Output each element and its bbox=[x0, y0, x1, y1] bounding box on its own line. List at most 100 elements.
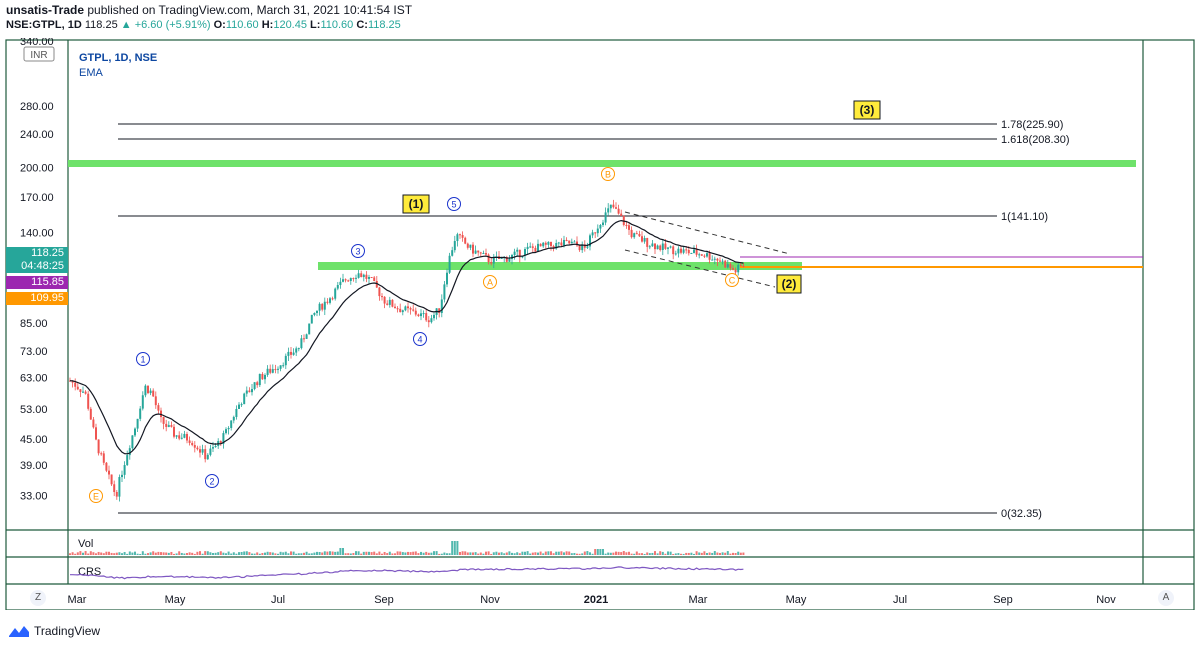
candle-body-78 bbox=[76, 386, 79, 390]
volume-bar-580 bbox=[578, 553, 581, 555]
volume-bar-145 bbox=[144, 553, 147, 555]
candle-body-561 bbox=[560, 242, 563, 246]
candle-body-366 bbox=[365, 274, 368, 279]
volume-bar-663 bbox=[661, 551, 664, 555]
chart-canvas[interactable]: INR GTPL, 1D, NSE EMA 340.00 280.00 240.00… bbox=[0, 38, 1200, 610]
candle-body-434 bbox=[433, 314, 435, 319]
candle-body-130 bbox=[128, 448, 131, 456]
candle-body-184 bbox=[183, 433, 186, 438]
candle-body-239 bbox=[238, 404, 240, 409]
channel-lower-line[interactable] bbox=[624, 249, 776, 288]
volume-bar-447 bbox=[446, 553, 448, 555]
candle-body-613 bbox=[612, 204, 615, 208]
candle-body-535 bbox=[534, 247, 537, 252]
candle-body-424 bbox=[422, 313, 425, 315]
candle-body-73 bbox=[71, 380, 74, 383]
candle-body-398 bbox=[396, 308, 399, 310]
candle-body-710 bbox=[708, 253, 711, 260]
candle-body-491 bbox=[490, 262, 493, 264]
open-value: 110.60 bbox=[225, 19, 259, 31]
bar-countdown: 04:48:25 bbox=[21, 260, 64, 272]
volume-bar-78 bbox=[76, 552, 79, 555]
volume-bar-221 bbox=[219, 551, 222, 555]
symbol-label[interactable]: NSE:GTPL, 1D bbox=[6, 19, 82, 31]
wave-box-label-2: (3) bbox=[860, 103, 875, 117]
volume-bar-101 bbox=[100, 552, 103, 555]
candle-body-125 bbox=[123, 465, 126, 475]
volume-bar-379 bbox=[378, 551, 381, 555]
auto-scale-button[interactable]: Z bbox=[30, 590, 46, 606]
volume-bar-499 bbox=[498, 552, 500, 555]
candle-body-507 bbox=[505, 257, 508, 262]
tradingview-logo[interactable]: TradingView bbox=[8, 622, 100, 640]
volume-bar-616 bbox=[615, 551, 617, 555]
price-change: ▲ +6.60 (+5.91%) bbox=[120, 19, 211, 31]
volume-bar-450 bbox=[448, 553, 451, 555]
volume-bar-723 bbox=[721, 552, 724, 555]
wave-circle-C bbox=[725, 273, 739, 287]
legend-title[interactable]: GTPL, 1D, NSE bbox=[79, 52, 157, 64]
volume-bar-229 bbox=[227, 551, 230, 555]
candle-body-634 bbox=[633, 233, 636, 238]
volume-bar-114 bbox=[113, 553, 116, 555]
volume-bar-374 bbox=[373, 551, 376, 555]
author-name[interactable]: unsatis-Trade bbox=[6, 3, 85, 17]
volume-bar-598 bbox=[596, 549, 599, 555]
candle-body-322 bbox=[321, 303, 324, 310]
candle-body-611 bbox=[609, 204, 612, 209]
candle-body-143 bbox=[141, 395, 144, 409]
candle-body-325 bbox=[323, 301, 326, 310]
support-zone[interactable] bbox=[318, 262, 802, 270]
volume-bar-385 bbox=[383, 551, 386, 555]
candle-body-421 bbox=[420, 313, 422, 317]
volume-bar-143 bbox=[141, 551, 144, 555]
candle-body-247 bbox=[245, 390, 248, 394]
wave-labels: 1 2 3 4 5 A B C E (1) (2) (3) bbox=[89, 100, 881, 503]
volume-bar-109 bbox=[108, 551, 110, 555]
log-scale-button[interactable]: A bbox=[1158, 590, 1174, 606]
volume-bar-205 bbox=[204, 551, 207, 555]
candle-body-689 bbox=[687, 249, 690, 254]
volume-bar-543 bbox=[542, 553, 545, 555]
candle-body-252 bbox=[251, 389, 253, 393]
candle-body-476 bbox=[474, 250, 477, 254]
volume-bar-434 bbox=[433, 551, 435, 555]
legend-ema[interactable]: EMA bbox=[79, 67, 104, 79]
candle-body-533 bbox=[531, 246, 534, 248]
volume-bar-184 bbox=[183, 553, 186, 555]
wave-circle-B bbox=[601, 167, 615, 181]
candle-body-554 bbox=[552, 246, 555, 249]
fibonacci-levels[interactable]: 1.78(225.90) 1.618(208.30) 1(141.10) 0(32.3… bbox=[118, 119, 1070, 520]
volume-bar-577 bbox=[576, 553, 578, 555]
ema-line[interactable] bbox=[69, 219, 744, 455]
high-label: H: bbox=[261, 19, 274, 31]
volume-bar-153 bbox=[152, 551, 155, 555]
candle-body-265 bbox=[264, 374, 266, 380]
publish-text: published on TradingView.com, March 31, … bbox=[87, 3, 413, 17]
volume-bar-554 bbox=[552, 553, 555, 555]
channel-upper-line[interactable] bbox=[624, 211, 791, 255]
volume-bar-702 bbox=[700, 552, 703, 555]
volume-bar-455 bbox=[453, 541, 456, 555]
candle-body-340 bbox=[339, 281, 342, 286]
candle-body-468 bbox=[466, 243, 469, 248]
volume-bar-242 bbox=[240, 551, 243, 555]
volume-bar-96 bbox=[95, 553, 97, 555]
low-value: 110.60 bbox=[320, 19, 354, 31]
candle-body-83 bbox=[82, 391, 84, 393]
time-label-5: 2021 bbox=[584, 594, 608, 606]
candle-body-637 bbox=[635, 233, 638, 235]
candle-body-569 bbox=[568, 240, 571, 244]
volume-bar-608 bbox=[607, 552, 610, 555]
resistance-zone[interactable] bbox=[68, 160, 1136, 167]
volume-bar-468 bbox=[466, 552, 469, 555]
volume-bar-208 bbox=[206, 551, 209, 555]
currency-box[interactable] bbox=[23, 46, 55, 62]
volume-bar-392 bbox=[391, 553, 394, 555]
wave-label-5: 5 bbox=[451, 200, 456, 210]
volume-pane-label[interactable]: Vol bbox=[78, 538, 93, 550]
candle-body-517 bbox=[516, 249, 519, 252]
volume-bar-338 bbox=[336, 551, 339, 555]
volume-bar-541 bbox=[539, 551, 542, 555]
candle-body-140 bbox=[139, 408, 142, 419]
